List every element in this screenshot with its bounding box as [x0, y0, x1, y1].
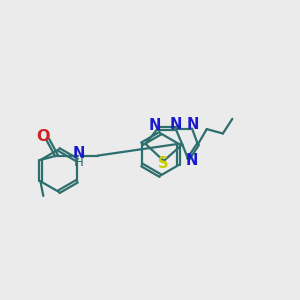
Text: H: H	[74, 156, 84, 169]
Text: N: N	[185, 153, 198, 168]
Text: N: N	[73, 146, 85, 161]
Text: S: S	[158, 156, 168, 171]
Text: O: O	[37, 129, 50, 144]
Text: N: N	[170, 118, 182, 133]
Text: N: N	[187, 118, 200, 133]
Text: N: N	[149, 118, 161, 133]
